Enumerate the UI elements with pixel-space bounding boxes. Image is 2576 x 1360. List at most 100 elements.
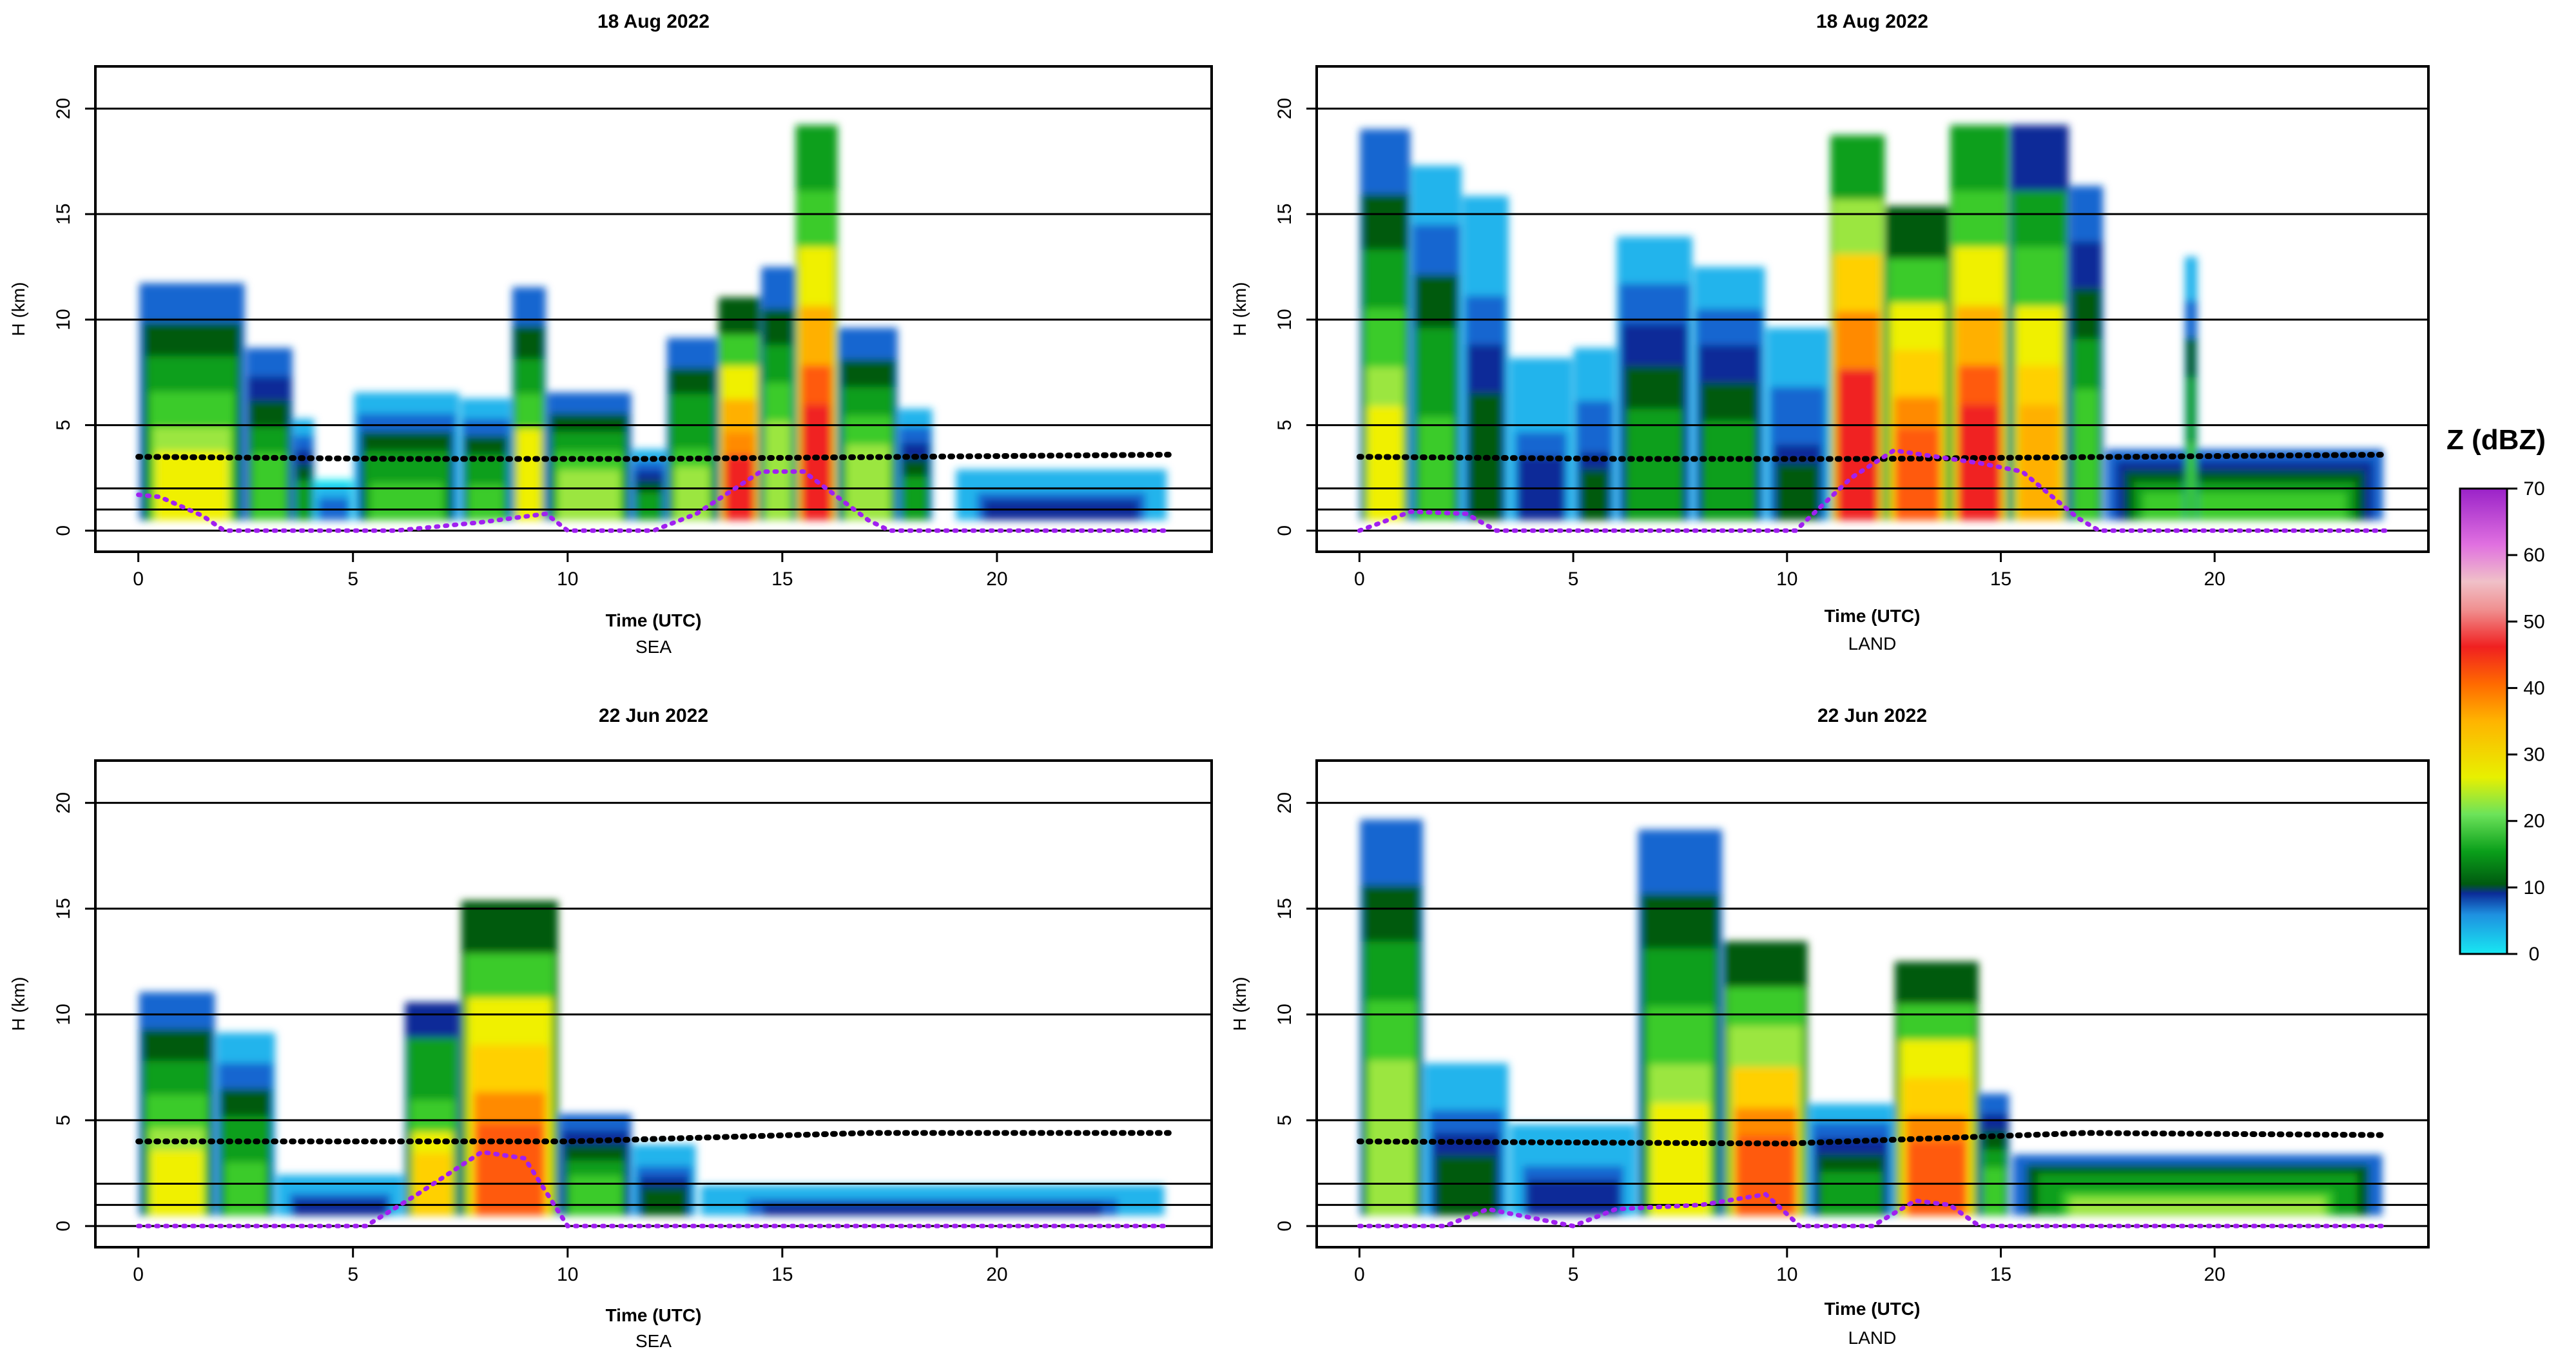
x-tick-label: 20 <box>986 568 1007 590</box>
freezing-level-line <box>135 1130 1172 1145</box>
colorbar-ticks: 0 10 20 30 40 50 60 70 <box>2507 478 2545 965</box>
reflectivity-field <box>139 125 1167 520</box>
reflectivity-cell <box>674 467 710 520</box>
reflectivity-cell <box>1419 416 1454 520</box>
x-tick-label: 5 <box>1568 1264 1579 1285</box>
freezing-level-line <box>1356 1130 2389 1147</box>
colorbar-tick-label: 60 <box>2523 545 2544 566</box>
x-axis-label: Time (UTC) <box>606 610 702 630</box>
reflectivity-cell <box>225 1162 266 1216</box>
reflectivity-cell <box>1469 425 1502 520</box>
freezing-level-line <box>135 451 1172 462</box>
reflectivity-cell <box>1984 1180 2005 1216</box>
x-tick-label: 15 <box>771 1264 793 1285</box>
reflectivity-cell <box>1437 1171 1496 1216</box>
y-tick-label: 0 <box>53 525 74 536</box>
x-tick-label: 20 <box>2204 568 2225 590</box>
x-tick-label: 20 <box>986 1264 1007 1285</box>
x-tick-label: 10 <box>1776 1264 1797 1285</box>
x-tick-label: 10 <box>557 568 578 590</box>
y-tick-label: 5 <box>53 420 74 431</box>
x-tick-label: 15 <box>1990 568 2011 590</box>
x-tick-label: 15 <box>1990 1264 2011 1285</box>
x-tick-label: 0 <box>1354 568 1365 590</box>
y-tick-label: 20 <box>53 98 74 119</box>
reflectivity-cell <box>570 1185 621 1216</box>
purple-dotted-line <box>136 469 1171 533</box>
y-tick-label: 10 <box>1274 309 1295 330</box>
y-axis-label: H (km) <box>1230 977 1250 1031</box>
x-tick-label: 20 <box>2204 1264 2225 1285</box>
chart-title: 22 Jun 2022 <box>1817 705 1927 726</box>
y-tick-label: 20 <box>1274 792 1295 813</box>
reflectivity-cell <box>989 505 1134 520</box>
reflectivity-cell <box>2019 405 2060 520</box>
reflectivity-cell <box>1529 1189 1617 1216</box>
colorbar-gradient <box>2459 487 2508 955</box>
chart-panel-4: 0 5 10 15 20 0 5 10 15 20 22 Jun 2022 Time (UTC) LAN… <box>1230 705 2430 1348</box>
chart-panel-3: 0 5 10 15 20 0 5 10 15 20 22 Jun 2022 Time (UTC) SEA… <box>8 705 1213 1351</box>
y-tick-label: 15 <box>53 203 74 224</box>
reflectivity-field <box>139 900 1165 1216</box>
reflectivity-cell <box>1651 1103 1709 1216</box>
y-tick-label: 5 <box>1274 1115 1295 1126</box>
x-tick-label: 5 <box>347 568 358 590</box>
chart-title: 18 Aug 2022 <box>597 11 710 32</box>
colorbar-tick-label: 30 <box>2523 744 2544 766</box>
x-axis-label: Time (UTC) <box>606 1305 702 1325</box>
reflectivity-cell <box>904 487 927 520</box>
x-tick-label: 5 <box>1568 568 1579 590</box>
y-tick-label: 15 <box>1274 898 1295 919</box>
reflectivity-cell <box>1895 428 1939 520</box>
colorbar: Z (dBZ) 0 10 20 30 40 50 60 70 <box>2446 424 2546 965</box>
y-axis-label: H (km) <box>1230 282 1250 336</box>
reflectivity-cell <box>802 405 831 520</box>
colorbar-tick-label: 10 <box>2523 877 2544 899</box>
y-tick-label: 10 <box>53 1004 74 1025</box>
reflectivity-cell <box>1736 1135 1795 1216</box>
y-tick-label: 15 <box>1274 203 1295 224</box>
x-tick-label: 0 <box>133 1264 144 1285</box>
y-axis-label: H (km) <box>8 282 28 336</box>
plot-frame <box>94 65 1213 553</box>
x-tick-label: 10 <box>557 1264 578 1285</box>
y-tick-label: 15 <box>53 898 74 919</box>
y-tick-label: 0 <box>53 1221 74 1232</box>
x-tick-label: 0 <box>1354 1264 1365 1285</box>
chart-subtitle: SEA <box>635 637 672 657</box>
reflectivity-cell <box>1370 1100 1413 1216</box>
chart-subtitle: SEA <box>635 1331 672 1351</box>
reflectivity-field <box>1360 125 2383 520</box>
x-tick-label: 0 <box>133 568 144 590</box>
colorbar-tick-label: 70 <box>2523 478 2544 500</box>
chart-title: 22 Jun 2022 <box>599 705 708 726</box>
reflectivity-cell <box>296 1203 384 1216</box>
reflectivity-cell <box>1580 469 1609 520</box>
reflectivity-field <box>1360 819 2383 1216</box>
plot-frame <box>1315 759 2430 1248</box>
chart-title: 18 Aug 2022 <box>1816 11 1928 32</box>
colorbar-tick-label: 50 <box>2523 611 2544 632</box>
reflectivity-cell <box>2070 1198 2325 1216</box>
y-tick-label: 10 <box>53 309 74 330</box>
reflectivity-cell <box>253 469 286 520</box>
y-tick-label: 0 <box>1274 525 1295 536</box>
colorbar-tick-label: 0 <box>2529 944 2540 965</box>
chart-subtitle: LAND <box>1848 634 1897 654</box>
y-axis-label: H (km) <box>8 977 28 1031</box>
reflectivity-cell <box>1368 405 1403 520</box>
reflectivity-cell <box>1628 437 1681 520</box>
reflectivity-cell <box>1822 1183 1881 1216</box>
colorbar-title: Z (dBZ) <box>2446 424 2546 456</box>
y-tick-label: 5 <box>1274 420 1295 431</box>
reflectivity-cell <box>1519 472 1563 520</box>
x-axis-label: Time (UTC) <box>1825 1299 1921 1319</box>
reflectivity-cell <box>469 484 504 520</box>
reflectivity-cell <box>2075 422 2098 520</box>
y-tick-label: 20 <box>1274 98 1295 119</box>
reflectivity-cell <box>320 508 347 520</box>
plot-frame <box>1315 65 2430 553</box>
reflectivity-cell <box>773 1206 1092 1216</box>
x-axis-label: Time (UTC) <box>1825 606 1921 626</box>
